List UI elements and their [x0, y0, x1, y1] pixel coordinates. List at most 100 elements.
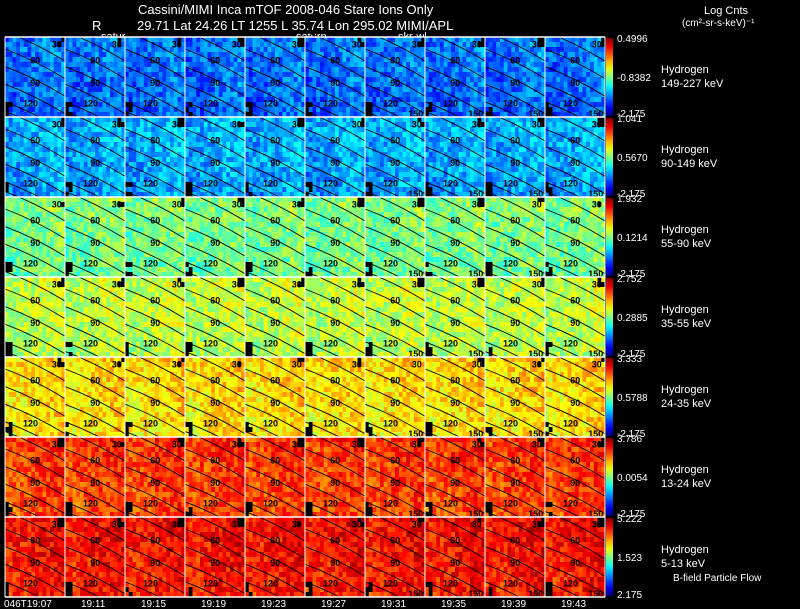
contour-label: 60 — [510, 535, 520, 545]
contour-label: 30 — [352, 39, 362, 49]
contour-label: 30 — [532, 519, 542, 529]
contour-label: 90 — [150, 398, 160, 408]
contour-label: 90 — [210, 318, 220, 328]
pitch-angle-contours: 30 60 90 120 — [4, 190, 66, 292]
pitch-angle-contours: 30 60 90 120 — [64, 110, 126, 212]
contour-label: 90 — [510, 478, 520, 488]
contour-label: 120 — [143, 419, 158, 429]
contour-label: 30 — [232, 279, 242, 289]
colorbar-min-label: -2.175 — [617, 109, 646, 120]
pitch-angle-contours: 30 60 90 120 150 — [424, 30, 486, 132]
contour-label: 120 — [83, 419, 98, 429]
contour-label: 60 — [270, 375, 280, 385]
contour-label: 120 — [263, 339, 278, 349]
contour-label: 90 — [570, 318, 580, 328]
time-tick-label: 19:35 — [441, 599, 467, 609]
contour-label: 150 — [588, 189, 603, 199]
contour-label: 150 — [468, 349, 483, 359]
pitch-angle-contours: 30 60 90 120 — [64, 430, 126, 532]
contour-label: 120 — [203, 419, 218, 429]
contour-label: 30 — [172, 359, 182, 369]
heatmap-panel: 30 60 90 120 150 — [484, 190, 546, 292]
contour-label: 90 — [150, 78, 160, 88]
heatmap-panel: 30 60 90 120 150 — [364, 350, 426, 452]
heatmap-panel: 30 60 90 120 — [124, 350, 186, 452]
contour-label: 90 — [30, 238, 40, 248]
heatmap-panel: 30 60 90 120 — [184, 430, 246, 532]
contour-label: 60 — [330, 455, 340, 465]
contour-label: 90 — [570, 238, 580, 248]
contour-label: 90 — [330, 158, 340, 168]
contour-label: 30 — [472, 519, 482, 529]
heatmap-panel: 30 60 90 120 — [304, 510, 366, 609]
contour-label: 30 — [112, 439, 122, 449]
contour-label: 30 — [292, 519, 302, 529]
contour-label: 90 — [510, 238, 520, 248]
contour-label: 30 — [52, 199, 62, 209]
contour-label: 120 — [443, 499, 458, 509]
pitch-angle-contours: 30 60 90 120 — [304, 430, 366, 532]
contour-label: 120 — [443, 339, 458, 349]
contour-label: 60 — [570, 295, 580, 305]
contour-label: 150 — [408, 349, 423, 359]
contour-label: 120 — [83, 259, 98, 269]
heatmap-panel: 30 60 90 120 — [184, 510, 246, 609]
contour-label: 90 — [30, 318, 40, 328]
colorbar-mid-label: 0.1214 — [617, 233, 648, 244]
pitch-angle-contours: 30 60 90 120 150 — [484, 110, 546, 212]
heatmap-panel: 30 60 90 120 150 — [364, 430, 426, 532]
row-energy-label: 13-24 keV — [661, 478, 712, 490]
contour-label: 90 — [510, 78, 520, 88]
contour-label: 90 — [570, 158, 580, 168]
heatmap-panel: 30 60 90 120 — [124, 510, 186, 609]
contour-label: 60 — [270, 535, 280, 545]
row-species-label: Hydrogen — [661, 64, 709, 76]
heatmap-panel: 30 60 90 120 150 — [484, 110, 546, 212]
time-tick-label: 19:43 — [561, 599, 587, 609]
row-energy-label: 55-90 keV — [661, 238, 712, 250]
pitch-angle-contours: 30 60 90 120 — [244, 190, 306, 292]
contour-label: 30 — [292, 279, 302, 289]
contour-label: 60 — [270, 215, 280, 225]
contour-label: 60 — [210, 535, 220, 545]
contour-label: 60 — [390, 375, 400, 385]
heatmap-panel: 30 60 90 120 150 — [484, 350, 546, 452]
contour-label: 150 — [408, 429, 423, 439]
heatmap-panel: 30 60 90 120 — [4, 110, 66, 212]
pitch-angle-contours: 30 60 90 120 150 — [424, 270, 486, 372]
contour-label: 90 — [90, 78, 100, 88]
heatmap-panel: 30 60 90 120 — [64, 110, 126, 212]
heatmap-panel: 30 60 90 120 — [64, 190, 126, 292]
colorbar — [606, 38, 613, 116]
contour-label: 120 — [263, 259, 278, 269]
contour-label: 120 — [383, 419, 398, 429]
contour-label: 60 — [390, 295, 400, 305]
contour-label: 120 — [383, 579, 398, 589]
contour-label: 90 — [30, 78, 40, 88]
contour-label: 60 — [450, 215, 460, 225]
pitch-angle-contours: 30 60 90 120 150 — [364, 510, 426, 609]
contour-label: 30 — [52, 439, 62, 449]
heatmap-panel: 30 60 90 120 — [304, 30, 366, 132]
pitch-angle-contours: 30 60 90 120 — [184, 510, 246, 609]
contour-label: 30 — [52, 39, 62, 49]
contour-label: 90 — [390, 238, 400, 248]
contour-label: 90 — [450, 478, 460, 488]
contour-label: 90 — [450, 398, 460, 408]
contour-label: 60 — [330, 535, 340, 545]
contour-label: 30 — [412, 359, 422, 369]
contour-label: 150 — [588, 349, 603, 359]
contour-label: 60 — [510, 455, 520, 465]
contour-label: 60 — [330, 295, 340, 305]
pitch-angle-contours: 30 60 90 120 150 — [544, 110, 606, 212]
contour-label: 120 — [83, 99, 98, 109]
contour-label: 30 — [532, 199, 542, 209]
contour-label: 120 — [503, 259, 518, 269]
pitch-angle-contours: 30 60 90 120 — [124, 110, 186, 212]
bfield-label: B-field Particle Flow — [673, 573, 762, 584]
contour-label: 30 — [232, 359, 242, 369]
contour-label: 30 — [352, 439, 362, 449]
contour-label: 120 — [23, 179, 38, 189]
contour-label: 30 — [52, 359, 62, 369]
colorbar-mid-label: -0.8382 — [617, 73, 651, 84]
